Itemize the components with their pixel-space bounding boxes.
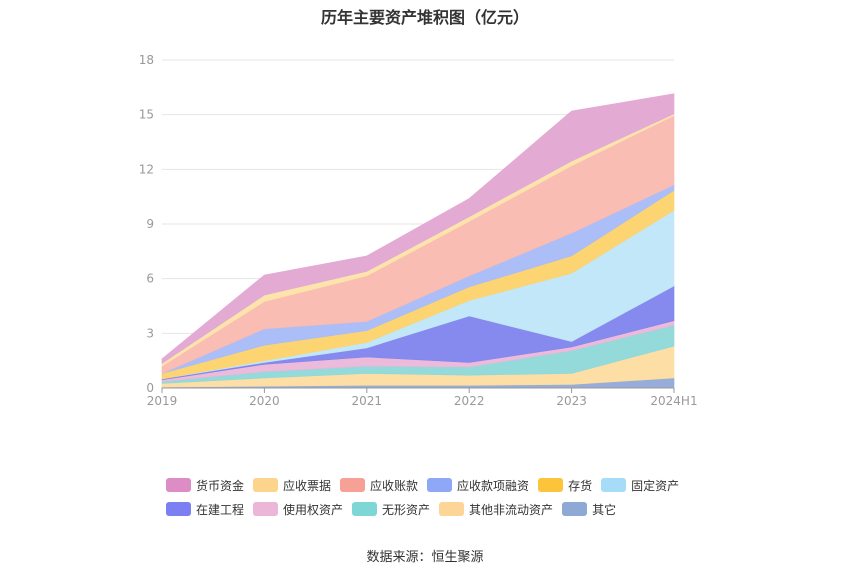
legend-item[interactable]: 其他非流动资产	[439, 501, 553, 518]
legend-label: 无形资产	[382, 502, 431, 517]
data-source-note: 数据来源：恒生聚源	[366, 550, 484, 565]
legend-label: 固定资产	[631, 478, 680, 493]
stacked-area-chart: 0 3 6 9 12 15 18 2019 2020 2021 2022 2023 2024H1	[139, 53, 698, 408]
legend-swatch	[253, 478, 279, 492]
legend-row: 货币资金 应收票据 应收账款 应收款项融资 存货 固定资产	[166, 473, 726, 497]
y-tick-label: 18	[139, 53, 154, 67]
chart-legend: 货币资金 应收票据 应收账款 应收款项融资 存货 固定资产在建工程 使用权资产 无形资产 其他非…	[166, 473, 726, 521]
y-tick-label: 9	[146, 217, 154, 231]
legend-swatch	[166, 502, 191, 516]
legend-item[interactable]: 货币资金	[166, 477, 244, 494]
legend-label: 货币资金	[196, 478, 245, 493]
chart-title: 历年主要资产堆积图（亿元）	[320, 8, 529, 27]
x-tick-label: 2021	[352, 394, 383, 408]
y-tick-label: 15	[139, 108, 154, 122]
legend-swatch	[352, 502, 378, 516]
legend-swatch	[253, 502, 279, 516]
y-tick-label: 3	[146, 326, 154, 340]
legend-swatch	[166, 478, 191, 492]
legend-item[interactable]: 存货	[538, 477, 592, 494]
legend-swatch	[562, 502, 588, 516]
legend-item[interactable]: 在建工程	[166, 501, 244, 518]
legend-label: 在建工程	[196, 502, 245, 517]
legend-row: 在建工程 使用权资产 无形资产 其他非流动资产 其它	[166, 497, 726, 521]
legend-item[interactable]: 无形资产	[352, 501, 430, 518]
legend-label: 其他非流动资产	[469, 502, 554, 517]
legend-item[interactable]: 使用权资产	[253, 501, 343, 518]
x-tick-label: 2024H1	[650, 394, 697, 408]
legend-swatch	[538, 478, 564, 492]
legend-swatch	[439, 502, 465, 516]
legend-item[interactable]: 固定资产	[601, 477, 679, 494]
legend-label: 存货	[568, 478, 593, 493]
x-tick-label: 2019	[147, 394, 178, 408]
legend-item[interactable]: 其它	[562, 501, 616, 518]
legend-item[interactable]: 应收款项融资	[427, 477, 529, 494]
legend-swatch	[427, 478, 453, 492]
legend-label: 应收票据	[283, 478, 332, 493]
legend-label: 使用权资产	[283, 502, 344, 517]
area-series-10	[161, 93, 675, 364]
y-tick-label: 6	[146, 272, 154, 286]
legend-swatch	[601, 478, 627, 492]
x-tick-label: 2022	[454, 394, 485, 408]
legend-label: 其它	[592, 502, 617, 517]
y-tick-label: 0	[146, 381, 154, 395]
legend-item[interactable]: 应收账款	[340, 477, 418, 494]
legend-label: 应收账款	[370, 478, 419, 493]
legend-label: 应收款项融资	[457, 478, 530, 493]
x-tick-label: 2023	[556, 394, 587, 408]
legend-swatch	[340, 478, 366, 492]
x-tick-label: 2020	[249, 394, 280, 408]
legend-item[interactable]: 应收票据	[253, 477, 331, 494]
y-tick-label: 12	[139, 162, 154, 176]
